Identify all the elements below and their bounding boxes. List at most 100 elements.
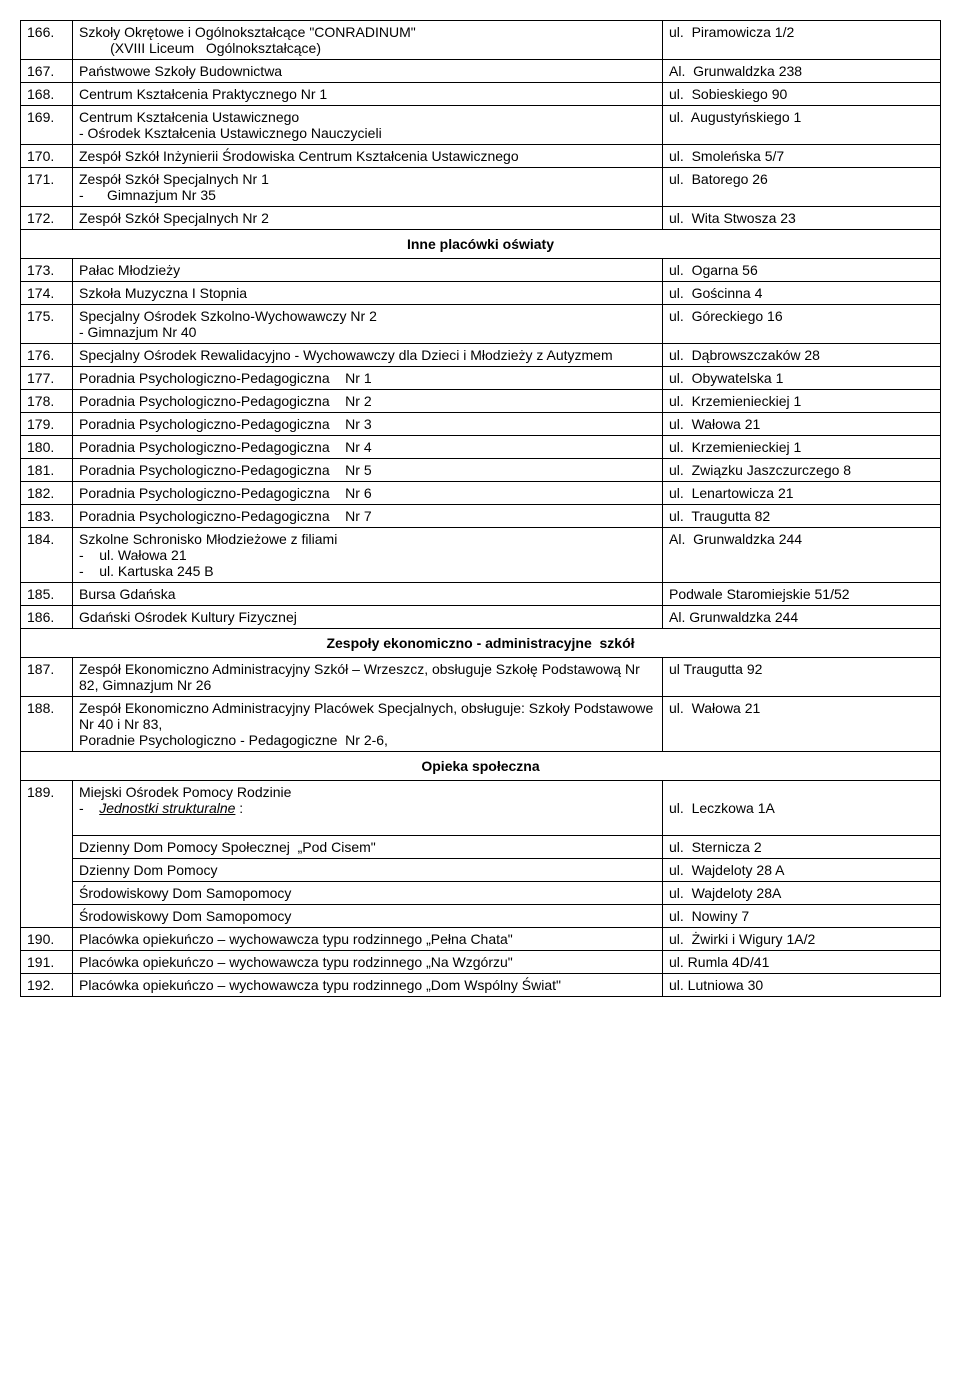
table-row: 172.Zespół Szkół Specjalnych Nr 2ul. Wit… (21, 207, 941, 230)
row-name: Miejski Ośrodek Pomocy Rodzinie- Jednost… (73, 781, 663, 836)
table-row: 170.Zespół Szkół Inżynierii Środowiska C… (21, 145, 941, 168)
row-number: 182. (21, 482, 73, 505)
row-name: Zespół Szkół Specjalnych Nr 1 - Gimnazju… (73, 168, 663, 207)
row-name: Centrum Kształcenia Ustawicznego - Ośrod… (73, 106, 663, 145)
row-number: 175. (21, 305, 73, 344)
row-name: Zespół Szkół Specjalnych Nr 2 (73, 207, 663, 230)
subrow-address: ul. Nowiny 7 (663, 905, 941, 928)
row-address: ul. Sobieskiego 90 (663, 83, 941, 106)
row-address: ul. Obywatelska 1 (663, 367, 941, 390)
row-name: Szkoły Okrętowe i Ogólnokształcące "CONR… (73, 21, 663, 60)
row-name: Placówka opiekuńczo – wychowawcza typu r… (73, 974, 663, 997)
row-address: ul. Krzemienieckiej 1 (663, 390, 941, 413)
row-name: Poradnia Psychologiczno-Pedagogiczna Nr … (73, 482, 663, 505)
table-row: 185.Bursa GdańskaPodwale Staromiejskie 5… (21, 583, 941, 606)
section-header: Opieka społeczna (21, 752, 941, 781)
row-name: Poradnia Psychologiczno-Pedagogiczna Nr … (73, 459, 663, 482)
table-row: 181.Poradnia Psychologiczno-Pedagogiczna… (21, 459, 941, 482)
row-number: 184. (21, 528, 73, 583)
row-name: Poradnia Psychologiczno-Pedagogiczna Nr … (73, 390, 663, 413)
row-name: Poradnia Psychologiczno-Pedagogiczna Nr … (73, 436, 663, 459)
table-row: 175.Specjalny Ośrodek Szkolno-Wychowawcz… (21, 305, 941, 344)
table-row: 177.Poradnia Psychologiczno-Pedagogiczna… (21, 367, 941, 390)
table-row: 188.Zespół Ekonomiczno Administracyjny P… (21, 697, 941, 752)
row-name: Zespół Ekonomiczno Administracyjny Placó… (73, 697, 663, 752)
row-number: 177. (21, 367, 73, 390)
row-address: ul. Związku Jaszczurczego 8 (663, 459, 941, 482)
row-address: Podwale Staromiejskie 51/52 (663, 583, 941, 606)
subrow-name: Środowiskowy Dom Samopomocy (73, 905, 663, 928)
row-name: Gdański Ośrodek Kultury Fizycznej (73, 606, 663, 629)
row-number: 170. (21, 145, 73, 168)
table-row: 192.Placówka opiekuńczo – wychowawcza ty… (21, 974, 941, 997)
table-row: 173.Pałac Młodzieżyul. Ogarna 56 (21, 259, 941, 282)
row-number: 166. (21, 21, 73, 60)
row-address: ul. Dąbrowszczaków 28 (663, 344, 941, 367)
section-header-label: Opieka społeczna (21, 752, 941, 781)
row-address: ul. Krzemienieckiej 1 (663, 436, 941, 459)
subrow-name: Dzienny Dom Pomocy Społecznej „Pod Cisem… (73, 836, 663, 859)
row-address: ul. Wałowa 21 (663, 413, 941, 436)
row-name: Szkoła Muzyczna I Stopnia (73, 282, 663, 305)
row-address: ul. Leczkowa 1A (663, 781, 941, 836)
row-address: ul. Traugutta 82 (663, 505, 941, 528)
section-header-label: Inne placówki oświaty (21, 230, 941, 259)
row-address: Al. Grunwaldzka 244 (663, 606, 941, 629)
row-name: Poradnia Psychologiczno-Pedagogiczna Nr … (73, 367, 663, 390)
table-subrow: Środowiskowy Dom Samopomocyul. Wajdeloty… (21, 882, 941, 905)
row-address: ul. Ogarna 56 (663, 259, 941, 282)
table-row: 187.Zespół Ekonomiczno Administracyjny S… (21, 658, 941, 697)
row-number: 171. (21, 168, 73, 207)
row-name: Poradnia Psychologiczno-Pedagogiczna Nr … (73, 413, 663, 436)
row-number: 190. (21, 928, 73, 951)
row-number: 188. (21, 697, 73, 752)
row-address: ul. Smoleńska 5/7 (663, 145, 941, 168)
table-row: 183.Poradnia Psychologiczno-Pedagogiczna… (21, 505, 941, 528)
table-row: 190.Placówka opiekuńczo – wychowawcza ty… (21, 928, 941, 951)
table-row: 178.Poradnia Psychologiczno-Pedagogiczna… (21, 390, 941, 413)
row-address: ul. Wita Stwosza 23 (663, 207, 941, 230)
table-row: 179.Poradnia Psychologiczno-Pedagogiczna… (21, 413, 941, 436)
subrow-address: ul. Wajdeloty 28 A (663, 859, 941, 882)
row-address: ul Traugutta 92 (663, 658, 941, 697)
table-row: 167.Państwowe Szkoły BudownictwaAl. Grun… (21, 60, 941, 83)
row-address: ul. Żwirki i Wigury 1A/2 (663, 928, 941, 951)
row-name: Zespół Szkół Inżynierii Środowiska Centr… (73, 145, 663, 168)
row-name: Zespół Ekonomiczno Administracyjny Szkół… (73, 658, 663, 697)
subrow-name: Środowiskowy Dom Samopomocy (73, 882, 663, 905)
section-header: Inne placówki oświaty (21, 230, 941, 259)
table-row: 171.Zespół Szkół Specjalnych Nr 1 - Gimn… (21, 168, 941, 207)
row-name: Państwowe Szkoły Budownictwa (73, 60, 663, 83)
row-address: ul. Lenartowicza 21 (663, 482, 941, 505)
subrow-name: Dzienny Dom Pomocy (73, 859, 663, 882)
row-name: Specjalny Ośrodek Rewalidacyjno - Wychow… (73, 344, 663, 367)
row-address: ul. Gościnna 4 (663, 282, 941, 305)
table-row: 169.Centrum Kształcenia Ustawicznego - O… (21, 106, 941, 145)
table-row: 184.Szkolne Schronisko Młodzieżowe z fil… (21, 528, 941, 583)
row-number: 178. (21, 390, 73, 413)
row-name: Specjalny Ośrodek Szkolno-Wychowawczy Nr… (73, 305, 663, 344)
row-name: Placówka opiekuńczo – wychowawcza typu r… (73, 928, 663, 951)
section-header-label: Zespoły ekonomiczno - administracyjne sz… (21, 629, 941, 658)
row-number: 173. (21, 259, 73, 282)
row-address: ul. Batorego 26 (663, 168, 941, 207)
table-row: 176.Specjalny Ośrodek Rewalidacyjno - Wy… (21, 344, 941, 367)
units-table: 166.Szkoły Okrętowe i Ogólnokształcące "… (20, 20, 941, 997)
row-number: 192. (21, 974, 73, 997)
row-number: 187. (21, 658, 73, 697)
row-name: Poradnia Psychologiczno-Pedagogiczna Nr … (73, 505, 663, 528)
row-number: 172. (21, 207, 73, 230)
row-address: Al. Grunwaldzka 238 (663, 60, 941, 83)
row-name: Placówka opiekuńczo – wychowawcza typu r… (73, 951, 663, 974)
row-number: 179. (21, 413, 73, 436)
table-subrow: Dzienny Dom Pomocy Społecznej „Pod Cisem… (21, 836, 941, 859)
row-number: 169. (21, 106, 73, 145)
row-address: ul. Piramowicza 1/2 (663, 21, 941, 60)
table-row: 182.Poradnia Psychologiczno-Pedagogiczna… (21, 482, 941, 505)
table-subrow: Środowiskowy Dom Samopomocyul. Nowiny 7 (21, 905, 941, 928)
table-subrow: Dzienny Dom Pomocyul. Wajdeloty 28 A (21, 859, 941, 882)
row-number: 168. (21, 83, 73, 106)
table-row: 180.Poradnia Psychologiczno-Pedagogiczna… (21, 436, 941, 459)
table-row: 189.Miejski Ośrodek Pomocy Rodzinie- Jed… (21, 781, 941, 836)
row-number: 181. (21, 459, 73, 482)
